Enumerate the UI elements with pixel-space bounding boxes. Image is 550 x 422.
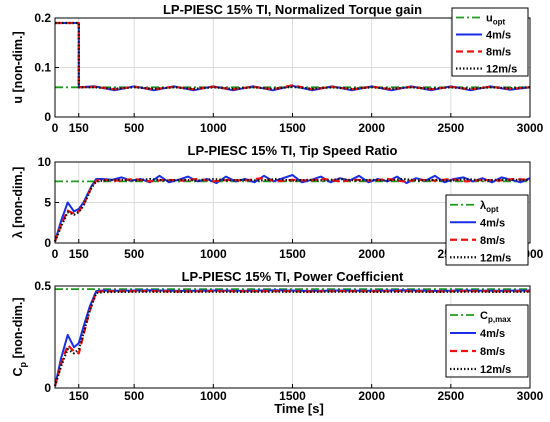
y-tick-label: 0 — [44, 236, 51, 250]
legend-label: 12m/s — [480, 252, 511, 264]
legend-label: 12m/s — [480, 364, 511, 376]
x-tick-label: 500 — [124, 247, 144, 261]
y-tick-label: 0.1 — [34, 61, 51, 75]
legend-box — [445, 304, 529, 378]
y-tick-label: 0.2 — [34, 11, 51, 25]
y-tick-label: 5 — [44, 196, 51, 210]
panel-power-coefficient: 150 500 1000 1500 2000 2500 3000 0 0.5 LP-PIESC 1… — [11, 269, 544, 403]
legend-label: 8m/s — [480, 235, 505, 247]
series-line-12m/s — [53, 290, 531, 387]
y-axis-label: λ [non-dim.] — [11, 167, 25, 239]
x-tick-label: 1000 — [200, 121, 227, 135]
legend-label: 8m/s — [486, 47, 511, 59]
x-tick-label: 1500 — [279, 247, 306, 261]
x-tick-label: 2000 — [358, 247, 385, 261]
x-tick-label: 0 — [52, 247, 59, 261]
y-axis-label: Cp [non-dim.] — [11, 297, 28, 376]
x-tick-label: 2000 — [358, 389, 385, 403]
x-tick-label: 1500 — [279, 121, 306, 135]
legend-box — [445, 194, 529, 266]
x-tick-label: 2500 — [437, 121, 464, 135]
series-line-12m/s — [55, 21, 531, 90]
legend-label: Cp,max — [480, 310, 512, 324]
y-tick-label: 10 — [38, 155, 52, 169]
series-line-4m/s — [54, 174, 531, 242]
legend-label: uopt — [486, 13, 506, 27]
legend-label: 8m/s — [480, 346, 505, 358]
x-tick-label: 0 — [52, 121, 59, 135]
x-tick-label: 150 — [69, 121, 89, 135]
legend-label: λopt — [480, 200, 499, 214]
legend: uopt 4m/s 8m/s 12m/s — [451, 7, 529, 77]
panel-title: LP-PIESC 15% TI, Tip Speed Ratio — [188, 143, 398, 158]
legend: λopt 4m/s 8m/s 12m/s — [445, 194, 529, 266]
legend-label: 4m/s — [486, 30, 511, 42]
y-tick-label: 0 — [44, 110, 51, 124]
x-tick-label: 500 — [124, 389, 144, 403]
series-line-12m/s — [53, 177, 530, 242]
legend: Cp,max 4m/s 8m/s 12m/s — [445, 304, 529, 378]
panel-title: LP-PIESC 15% TI, Power Coefficient — [182, 269, 404, 284]
x-tick-label: 150 — [69, 389, 89, 403]
legend-label: 12m/s — [486, 64, 517, 76]
panel-torque-gain: 0 150 500 1000 1500 2000 2500 3000 0 0.1 0.2 LP-PIE… — [11, 2, 544, 135]
x-tick-label: 2000 — [358, 121, 385, 135]
legend-box — [451, 7, 529, 77]
y-tick-label: 0 — [44, 381, 51, 395]
panel-tip-speed-ratio: 0150500100015002000250030000510LP-PIESC … — [11, 143, 544, 266]
legend-label: 4m/s — [480, 217, 505, 229]
x-tick-label: 2500 — [437, 389, 464, 403]
x-tick-label: 1000 — [200, 389, 227, 403]
panel-title: LP-PIESC 15% TI, Normalized Torque gain — [163, 2, 422, 17]
y-axis-label: u [non-dim.] — [11, 31, 25, 103]
x-tick-label: 150 — [69, 247, 89, 261]
x-tick-label: 1500 — [279, 389, 306, 403]
x-tick-label: 3000 — [517, 121, 544, 135]
x-tick-label: 1000 — [200, 247, 227, 261]
x-tick-label: 3000 — [517, 389, 544, 403]
x-tick-label: 500 — [124, 121, 144, 135]
legend-label: 4m/s — [480, 328, 505, 340]
y-tick-label: 0.5 — [34, 279, 51, 293]
x-axis-label: Time [s] — [274, 401, 324, 416]
